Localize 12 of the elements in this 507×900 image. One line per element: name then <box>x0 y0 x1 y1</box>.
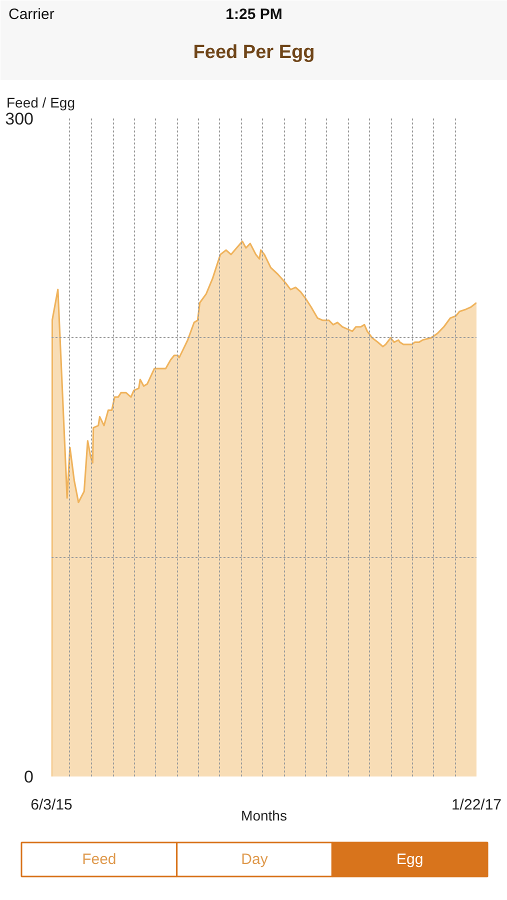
y-tick-label: 300 <box>5 110 34 128</box>
text: Feed <box>82 851 116 868</box>
x-tick-label: 1/22/17 <box>451 796 502 814</box>
text: Egg <box>396 851 424 868</box>
text: 1:25 PM <box>226 6 282 23</box>
x-axis-title: Months <box>241 808 287 824</box>
text: Day <box>241 851 268 868</box>
text: Carrier <box>8 6 54 23</box>
chart-title: Feed Per Egg <box>193 42 315 63</box>
x-tick-label: 6/3/15 <box>30 796 72 814</box>
y-axis-title: Feed / Egg <box>6 94 75 110</box>
y-tick-label: 0 <box>24 768 34 786</box>
